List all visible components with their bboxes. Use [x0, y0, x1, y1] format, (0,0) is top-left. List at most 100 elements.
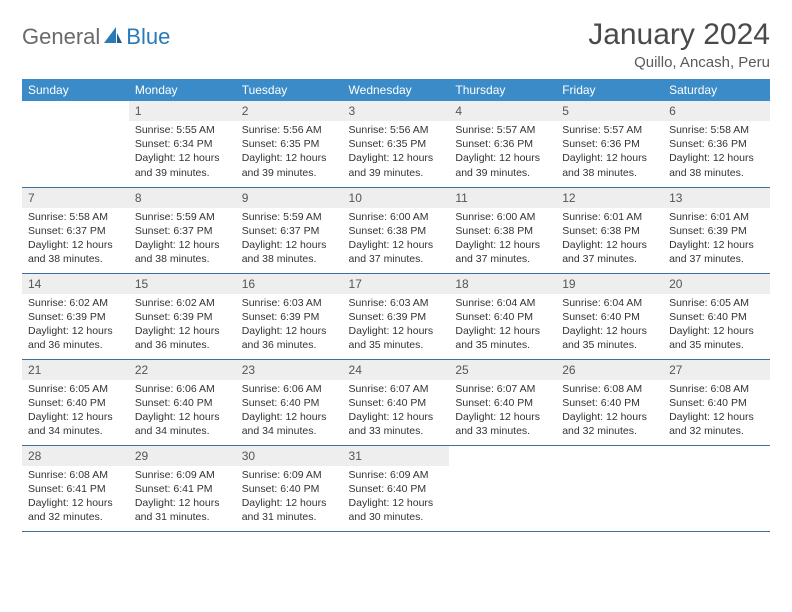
daylight-line: Daylight: 12 hours and 36 minutes. — [135, 325, 220, 351]
day-number: 29 — [129, 446, 236, 466]
sunset-line: Sunset: 6:40 PM — [669, 397, 747, 409]
day-number: 23 — [236, 360, 343, 380]
day-number: 9 — [236, 188, 343, 208]
calendar-cell: 28Sunrise: 6:08 AMSunset: 6:41 PMDayligh… — [22, 445, 129, 531]
day-number: 14 — [22, 274, 129, 294]
calendar-cell: 5 Sunrise: 5:57 AM Sunset: 6:36 PM Daylight… — [556, 101, 663, 187]
day-number: 16 — [236, 274, 343, 294]
sunset-line: Sunset: 6:40 PM — [455, 397, 533, 409]
calendar-cell: 8Sunrise: 5:59 AMSunset: 6:37 PMDaylight… — [129, 187, 236, 273]
daylight-line: Daylight: 12 hours and 31 minutes. — [135, 497, 220, 523]
calendar-table: SundayMondayTuesdayWednesdayThursdayFrid… — [22, 79, 770, 532]
day-number: 20 — [663, 274, 770, 294]
day-number: 26 — [556, 360, 663, 380]
calendar-body: 1Sunrise: 5:55 AMSunset: 6:34 PMDaylight… — [22, 101, 770, 531]
day-data: Sunrise: 6:02 AMSunset: 6:39 PMDaylight:… — [129, 294, 236, 357]
day-data: Sunrise: 5:56 AMSunset: 6:35 PMDaylight:… — [236, 121, 343, 184]
day-number: 13 — [663, 188, 770, 208]
calendar-cell: 26Sunrise: 6:08 AMSunset: 6:40 PMDayligh… — [556, 359, 663, 445]
calendar-cell: 6Sunrise: 5:58 AMSunset: 6:36 PMDaylight… — [663, 101, 770, 187]
day-number: 25 — [449, 360, 556, 380]
calendar-cell: 29 Sunrise: 6:09 AM Sunset: 6:41 PM Dayligh… — [129, 445, 236, 531]
day-number: 3 — [343, 101, 450, 121]
sunrise-line: Sunrise: 6:04 AM — [455, 297, 535, 309]
sunset-line: Sunset: 6:36 PM — [562, 138, 640, 150]
daylight-line: Daylight: 12 hours and 38 minutes. — [135, 239, 220, 265]
sunrise-line: Sunrise: 5:55 AM — [135, 124, 215, 136]
daylight-line: Daylight: 12 hours and 36 minutes. — [28, 325, 113, 351]
sunrise-line: Sunrise: 5:57 AM — [455, 124, 535, 136]
sunrise-line: Sunrise: 6:02 AM — [135, 297, 215, 309]
sunset-line: Sunset: 6:38 PM — [455, 225, 533, 237]
sunrise-line: Sunrise: 5:58 AM — [28, 211, 108, 223]
day-number: 7 — [22, 188, 129, 208]
daylight-line: Daylight: 12 hours and 38 minutes. — [669, 152, 754, 178]
day-header: Friday — [556, 79, 663, 101]
day-data: Sunrise: 5:55 AMSunset: 6:34 PMDaylight:… — [129, 121, 236, 184]
sunset-line: Sunset: 6:41 PM — [135, 483, 213, 495]
day-data: Sunrise: 5:57 AM Sunset: 6:36 PM Daylight:… — [556, 121, 663, 184]
day-number: 30 — [236, 446, 343, 466]
day-data: Sunrise: 5:58 AMSunset: 6:36 PMDaylight:… — [663, 121, 770, 184]
day-data: Sunrise: 6:00 AMSunset: 6:38 PMDaylight:… — [449, 208, 556, 271]
sunset-line: Sunset: 6:39 PM — [242, 311, 320, 323]
day-number: 17 — [343, 274, 450, 294]
daylight-line: Daylight: 12 hours and 35 minutes. — [669, 325, 754, 351]
sunrise-line: Sunrise: 6:09 AM — [242, 469, 322, 481]
day-number: 19 — [556, 274, 663, 294]
sunset-line: Sunset: 6:40 PM — [562, 311, 640, 323]
day-number: 22 — [129, 360, 236, 380]
day-data: Sunrise: 6:06 AMSunset: 6:40 PMDaylight:… — [129, 380, 236, 443]
day-header: Saturday — [663, 79, 770, 101]
day-data: Sunrise: 6:00 AMSunset: 6:38 PMDaylight:… — [343, 208, 450, 271]
day-data: Sunrise: 6:08 AMSunset: 6:40 PMDaylight:… — [556, 380, 663, 443]
daylight-line: Daylight: 12 hours and 37 minutes. — [455, 239, 540, 265]
daylight-line: Daylight: 12 hours and 32 minutes. — [28, 497, 113, 523]
sunrise-line: Sunrise: 5:57 AM — [562, 124, 642, 136]
day-number: 28 — [22, 446, 129, 466]
daylight-line: Daylight: 12 hours and 39 minutes. — [455, 152, 540, 178]
daylight-line: Daylight: 12 hours and 30 minutes. — [349, 497, 434, 523]
calendar-cell: 1Sunrise: 5:55 AMSunset: 6:34 PMDaylight… — [129, 101, 236, 187]
sunrise-line: Sunrise: 6:08 AM — [669, 383, 749, 395]
daylight-line: Daylight: 12 hours and 31 minutes. — [242, 497, 327, 523]
day-data: Sunrise: 6:04 AMSunset: 6:40 PMDaylight:… — [449, 294, 556, 357]
calendar-cell: 17Sunrise: 6:03 AMSunset: 6:39 PMDayligh… — [343, 273, 450, 359]
sunset-line: Sunset: 6:35 PM — [242, 138, 320, 150]
logo-text-blue: Blue — [126, 24, 170, 50]
day-number: 10 — [343, 188, 450, 208]
day-number: 1 — [129, 101, 236, 121]
sunset-line: Sunset: 6:38 PM — [349, 225, 427, 237]
sunrise-line: Sunrise: 6:09 AM — [135, 469, 215, 481]
sunrise-line: Sunrise: 5:56 AM — [349, 124, 429, 136]
day-data: Sunrise: 6:03 AMSunset: 6:39 PMDaylight:… — [236, 294, 343, 357]
sunset-line: Sunset: 6:40 PM — [349, 397, 427, 409]
day-data: Sunrise: 5:58 AMSunset: 6:37 PMDaylight:… — [22, 208, 129, 271]
daylight-line: Daylight: 12 hours and 32 minutes. — [669, 411, 754, 437]
day-data: Sunrise: 6:06 AMSunset: 6:40 PMDaylight:… — [236, 380, 343, 443]
day-number: 2 — [236, 101, 343, 121]
day-number: 5 — [556, 101, 663, 121]
daylight-line: Daylight: 12 hours and 38 minutes. — [562, 152, 647, 178]
day-data: Sunrise: 5:59 AMSunset: 6:37 PMDaylight:… — [236, 208, 343, 271]
calendar-cell — [449, 445, 556, 531]
sunrise-line: Sunrise: 6:05 AM — [28, 383, 108, 395]
day-header: Sunday — [22, 79, 129, 101]
sunrise-line: Sunrise: 5:59 AM — [135, 211, 215, 223]
sunset-line: Sunset: 6:35 PM — [349, 138, 427, 150]
day-number: 11 — [449, 188, 556, 208]
day-data: Sunrise: 6:07 AMSunset: 6:40 PMDaylight:… — [343, 380, 450, 443]
day-number: 8 — [129, 188, 236, 208]
month-title: January 2024 — [588, 18, 770, 52]
header: General Blue January 2024 Quillo, Ancash… — [22, 18, 770, 71]
sunset-line: Sunset: 6:36 PM — [455, 138, 533, 150]
sunrise-line: Sunrise: 6:02 AM — [28, 297, 108, 309]
calendar-week: 7Sunrise: 5:58 AMSunset: 6:37 PMDaylight… — [22, 187, 770, 273]
daylight-line: Daylight: 12 hours and 32 minutes. — [562, 411, 647, 437]
daylight-line: Daylight: 12 hours and 37 minutes. — [669, 239, 754, 265]
day-data: Sunrise: 6:02 AMSunset: 6:39 PMDaylight:… — [22, 294, 129, 357]
sunset-line: Sunset: 6:37 PM — [242, 225, 320, 237]
sunrise-line: Sunrise: 5:59 AM — [242, 211, 322, 223]
sunset-line: Sunset: 6:40 PM — [28, 397, 106, 409]
day-number: 18 — [449, 274, 556, 294]
